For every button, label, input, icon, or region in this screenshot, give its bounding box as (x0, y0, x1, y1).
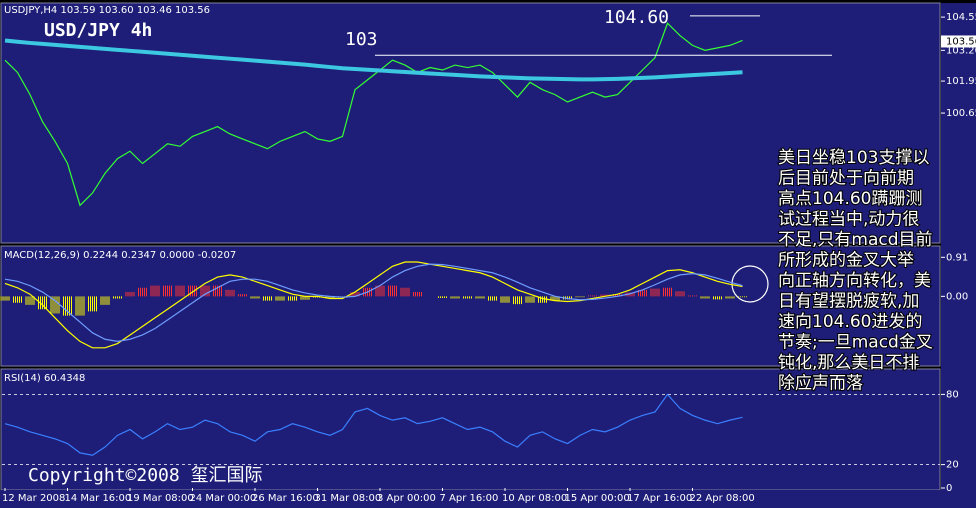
series-line (4, 22, 743, 207)
x-tick-label: 19 Mar 08:00 (127, 493, 194, 504)
y-tick-label: 104.55 (946, 12, 976, 23)
time-axis (0, 490, 976, 508)
rsi-header: RSI(14) 60.4348 (4, 373, 85, 384)
y-tick-label: 80 (946, 389, 959, 400)
x-tick-label: 24 Mar 00:00 (190, 493, 257, 504)
last-price-box (941, 35, 976, 48)
annotation-line: 除应声而落 (778, 374, 863, 394)
price-panel (0, 2, 941, 244)
series-line (4, 263, 743, 343)
y-tick-label: 103.20 (946, 45, 976, 56)
y-tick-label: 0.00 (946, 291, 968, 302)
annotation-line: 美日坐稳103支撑以 (778, 148, 929, 168)
y-tick-label: 0.91 (946, 252, 968, 263)
x-tick-label: 31 Mar 08:00 (315, 493, 382, 504)
annotation-line: 节奏;一旦macd金叉 (778, 333, 933, 353)
series-line (4, 393, 743, 456)
y-tick-label: 20 (946, 460, 959, 471)
macd-header: MACD(12,26,9) 0.2244 0.2347 0.0000 -0.02… (4, 250, 236, 261)
y-tick-label: 100.65 (946, 108, 976, 119)
level-label: 103 (345, 29, 378, 50)
x-tick-label: 10 Apr 08:00 (502, 493, 567, 504)
highlight-circle (731, 265, 769, 303)
x-tick-label: 15 Apr 00:00 (565, 493, 630, 504)
x-tick-label: 3 Apr 00:00 (377, 493, 436, 504)
copyright: Copyright©2008 玺汇国际 (28, 465, 263, 486)
price-header: USDJPY,H4 103.59 103.60 103.46 103.56 (4, 5, 210, 16)
last-price-label: 103.56 (946, 36, 976, 47)
macd-panel (0, 245, 941, 367)
annotation-line: 试过程当中,动力很 (778, 210, 919, 230)
x-tick-label: 14 Mar 16:00 (65, 493, 132, 504)
annotation-line: 日有望摆脱疲软,加 (778, 292, 919, 312)
x-tick-label: 7 Apr 16:00 (440, 493, 499, 504)
x-tick-label: 22 Apr 08:00 (690, 493, 755, 504)
series-line (4, 38, 743, 82)
annotation-line: 所形成的金叉大举 (778, 251, 914, 271)
annotation-line: 向正轴方向转化，美 (778, 271, 931, 291)
chart-title: USD/JPY 4h (44, 20, 152, 41)
annotation-line: 不足,只有macd目前 (778, 230, 933, 250)
annotation-line: 后目前处于向前期 (778, 169, 914, 189)
x-tick-label: 26 Mar 16:00 (252, 493, 319, 504)
level-label: 104.60 (604, 7, 669, 28)
annotation-line: 高点104.60蹒跚测 (778, 189, 922, 209)
y-tick-label: 101.95 (946, 76, 976, 87)
series-line (4, 261, 743, 349)
annotation-line: 钝化,那么美日不排 (778, 353, 919, 373)
annotation-line: 速向104.60进发的 (778, 312, 922, 332)
price-axis (941, 3, 976, 490)
x-tick-label: 17 Apr 16:00 (627, 493, 692, 504)
x-tick-label: 12 Mar 2008 (2, 493, 65, 504)
y-tick-label: 0 (946, 483, 952, 494)
